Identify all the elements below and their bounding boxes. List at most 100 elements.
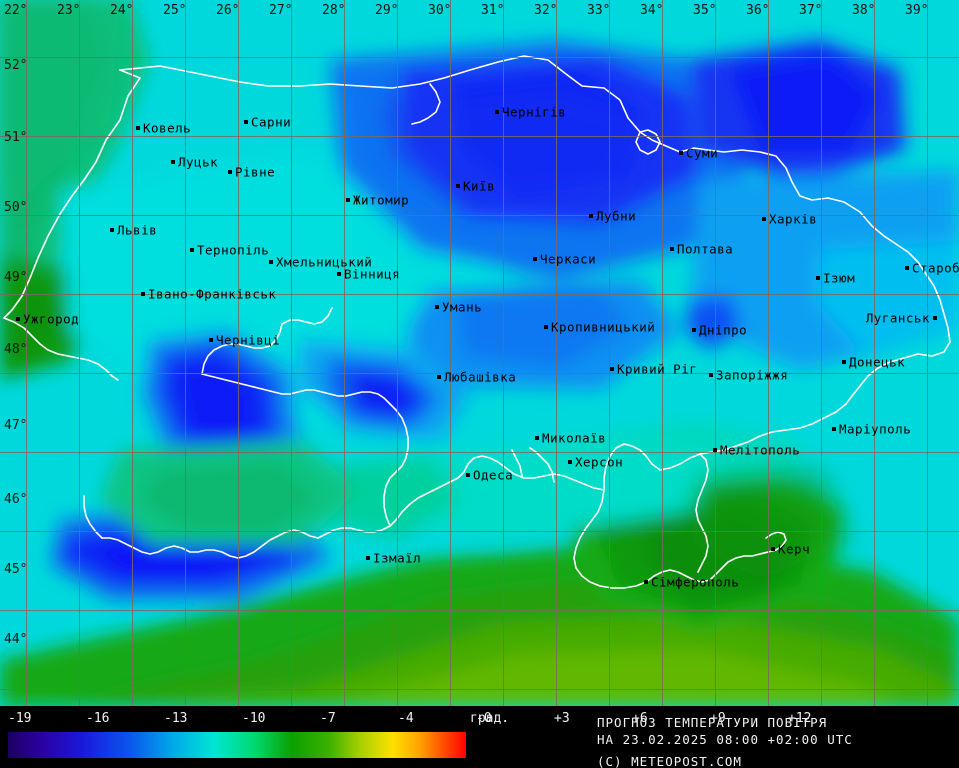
city-dot-icon	[713, 447, 717, 452]
city-label: Суми	[686, 145, 719, 161]
copyright-line: (C) METEOPOST.COM	[597, 754, 742, 768]
city-marker[interactable]: Івано-Франківськ	[141, 288, 276, 301]
city-marker[interactable]: Запоріжжя	[709, 369, 788, 382]
city-marker[interactable]: Мелітополь	[713, 444, 800, 457]
city-dot-icon	[670, 246, 674, 251]
city-label: Хмельницький	[276, 254, 373, 270]
city-marker[interactable]: Любашівка	[437, 371, 516, 384]
city-marker[interactable]: Рівне	[228, 166, 275, 179]
lon-label: 36°	[746, 3, 770, 18]
city-marker[interactable]: Київ	[456, 180, 495, 193]
city-dot-icon	[535, 435, 539, 440]
city-label: Чернівці	[216, 332, 281, 348]
city-marker[interactable]: Хмельницький	[269, 256, 372, 269]
colorbar-tick: -4	[398, 711, 414, 726]
city-marker[interactable]: Донецьк	[842, 356, 905, 369]
city-marker[interactable]: Херсон	[568, 456, 623, 469]
city-marker[interactable]: Ужгород	[16, 313, 79, 326]
city-label: Харків	[769, 211, 818, 227]
city-label: Херсон	[575, 454, 624, 470]
lon-label: 22°	[4, 3, 28, 18]
lon-label: 28°	[322, 3, 346, 18]
city-dot-icon	[228, 169, 232, 174]
city-marker[interactable]: Черкаси	[533, 253, 596, 266]
city-marker[interactable]: Ізюм	[816, 272, 855, 285]
temperature-colorbar	[8, 732, 466, 758]
city-label: Мелітополь	[720, 442, 801, 458]
city-label: Сарни	[251, 114, 292, 130]
city-label: Тернопіль	[197, 242, 270, 258]
city-marker[interactable]: Харків	[762, 213, 817, 226]
lon-label: 27°	[269, 3, 293, 18]
city-label: Луцьк	[178, 154, 219, 170]
lon-label: 32°	[534, 3, 558, 18]
city-dot-icon	[269, 259, 273, 264]
city-marker[interactable]: Ізмаїл	[366, 552, 421, 565]
lon-label: 26°	[216, 3, 240, 18]
city-marker[interactable]: Полтава	[670, 243, 733, 256]
city-marker[interactable]: Миколаїв	[535, 432, 606, 445]
colorbar-tick: -16	[86, 711, 110, 726]
city-dot-icon	[171, 159, 175, 164]
city-marker[interactable]: Вінниця	[337, 268, 400, 281]
city-dot-icon	[244, 119, 248, 124]
city-marker[interactable]: Керч	[771, 543, 810, 556]
city-marker[interactable]: Львів	[110, 224, 157, 237]
city-marker[interactable]: Суми	[679, 147, 718, 160]
colorbar-tick: -13	[164, 711, 188, 726]
lat-label: 46°	[4, 492, 28, 507]
city-label: Київ	[463, 178, 496, 194]
city-marker[interactable]: Кривий Ріг	[610, 363, 697, 376]
colorbar-tick: -10	[242, 711, 266, 726]
city-label: Ізмаїл	[373, 550, 422, 566]
city-marker[interactable]: Сарни	[244, 116, 291, 129]
colorbar-unit-label: град.	[470, 711, 510, 726]
legend-footer: -19 -16 -13 -10 -7 -4 -0 +3 +6 +9 +12 град. ПРОГНО…	[0, 706, 959, 768]
city-dot-icon	[709, 372, 713, 377]
lon-label: 30°	[428, 3, 452, 18]
city-label: Ковель	[143, 120, 192, 136]
city-label: Одеса	[473, 467, 514, 483]
city-label: Староб	[912, 260, 959, 276]
city-marker[interactable]: Дніпро	[692, 324, 747, 337]
city-dot-icon	[366, 555, 370, 560]
city-label: Запоріжжя	[716, 367, 789, 383]
city-marker[interactable]: Житомир	[346, 194, 409, 207]
city-marker[interactable]: Кропивницький	[544, 321, 655, 334]
city-dot-icon	[816, 275, 820, 280]
city-dot-icon	[141, 291, 145, 296]
city-marker[interactable]: Ковель	[136, 122, 191, 135]
city-dot-icon	[437, 374, 441, 379]
city-marker[interactable]: Луцьк	[171, 156, 218, 169]
city-dot-icon	[136, 125, 140, 130]
city-marker[interactable]: Чернігів	[495, 106, 566, 119]
lon-label: 29°	[375, 3, 399, 18]
city-marker[interactable]: Луганськ	[866, 312, 937, 325]
city-marker[interactable]: Лубни	[589, 210, 636, 223]
city-marker[interactable]: Тернопіль	[190, 244, 269, 257]
city-marker[interactable]: Чернівці	[209, 334, 280, 347]
city-label: Черкаси	[540, 251, 597, 267]
city-dot-icon	[568, 459, 572, 464]
lat-label: 52°	[4, 58, 28, 73]
city-marker[interactable]: Сімферополь	[644, 576, 739, 589]
city-label: Любашівка	[444, 369, 517, 385]
city-label: Миколаїв	[542, 430, 607, 446]
temperature-map[interactable]: 22° 23° 24° 25° 26° 27° 28° 29° 30° 31° …	[0, 0, 959, 706]
city-dot-icon	[771, 546, 775, 551]
lon-label: 24°	[110, 3, 134, 18]
city-label: Житомир	[353, 192, 410, 208]
city-dot-icon	[762, 216, 766, 221]
city-label: Ужгород	[23, 311, 80, 327]
lon-label: 23°	[57, 3, 81, 18]
city-marker[interactable]: Одеса	[466, 469, 513, 482]
city-dot-icon	[209, 337, 213, 342]
city-dot-icon	[110, 227, 114, 232]
city-marker[interactable]: Маріуполь	[832, 423, 911, 436]
city-marker[interactable]: Умань	[435, 301, 482, 314]
city-label: Сімферополь	[651, 574, 740, 590]
lat-label: 50°	[4, 200, 28, 215]
city-marker[interactable]: Староб	[905, 262, 959, 275]
lon-label: 35°	[693, 3, 717, 18]
